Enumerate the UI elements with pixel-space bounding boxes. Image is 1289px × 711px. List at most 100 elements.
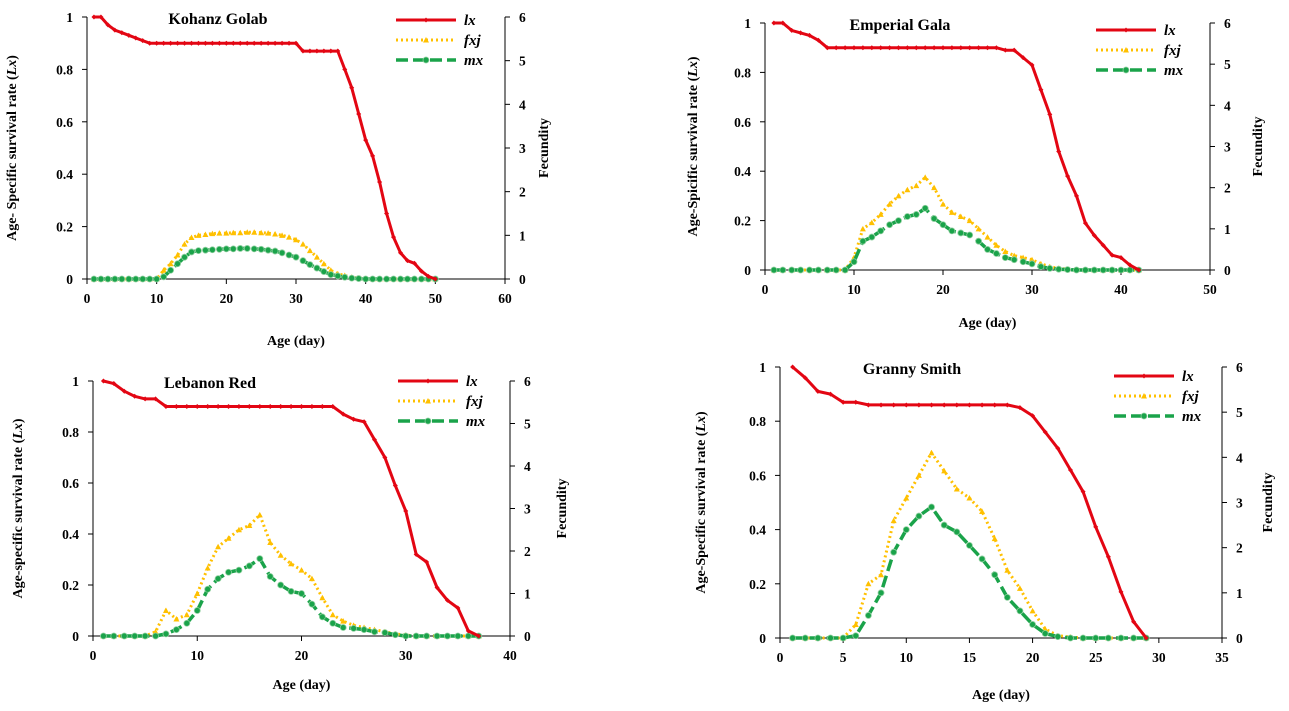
lx-point <box>335 48 341 54</box>
x-tick-label: 15 <box>963 650 977 665</box>
y2-tick-label: 4 <box>524 459 531 474</box>
lx-point <box>896 45 901 51</box>
chart-title: Emperial Gala <box>850 17 951 34</box>
x-tick-label: 50 <box>429 291 443 306</box>
mx-point <box>852 632 860 640</box>
mx-point <box>383 275 390 283</box>
lx-point <box>384 211 390 216</box>
fxj-point <box>1004 567 1011 573</box>
x-tick-label: 20 <box>295 648 309 663</box>
y2-tick-label: 2 <box>1224 181 1231 196</box>
legend: lx fxj mx <box>1114 369 1202 425</box>
lx-point <box>314 48 320 54</box>
mx-point <box>266 573 274 580</box>
mx-point <box>1028 260 1036 268</box>
mx-point <box>306 261 314 268</box>
mx-point <box>454 632 462 640</box>
y2-tick-label: 6 <box>519 10 526 25</box>
fxj-point <box>928 449 935 456</box>
lx-point <box>319 404 325 409</box>
mx-point <box>1079 634 1087 642</box>
fxj-point <box>183 611 190 618</box>
lx-point <box>267 404 273 409</box>
lx-point <box>265 40 271 46</box>
lx-point <box>173 404 179 409</box>
fxj-point <box>966 217 973 224</box>
legend-label-mx: mx <box>464 53 484 69</box>
legend-label-lx: lx <box>466 374 478 390</box>
lx-point <box>202 40 208 46</box>
mx-point <box>348 274 356 282</box>
fxj-point <box>852 621 859 627</box>
fxj-point <box>868 219 875 226</box>
series-mx <box>90 245 439 283</box>
x-tick-label: 10 <box>150 291 164 306</box>
mx-point <box>287 587 295 595</box>
x-tick-label: 30 <box>1025 282 1039 297</box>
series-line-fxj <box>103 512 479 638</box>
fxj-point <box>859 225 866 232</box>
fxj-point <box>225 535 232 541</box>
mx-point <box>1019 258 1027 266</box>
lx-point <box>251 40 257 46</box>
legend: lx fxj mx <box>396 13 484 69</box>
mx-point <box>1037 263 1045 271</box>
lx-point <box>230 40 236 46</box>
lx-point <box>916 402 922 408</box>
fxj-point <box>913 182 920 189</box>
x-tick-label: 0 <box>762 282 769 297</box>
fxj-point <box>194 590 201 596</box>
lx-point <box>392 483 398 489</box>
y-tick-label: 0 <box>744 263 751 278</box>
lx-point <box>246 404 252 409</box>
mx-point <box>978 555 986 563</box>
lx-point <box>163 404 169 409</box>
lx-point <box>278 404 284 409</box>
fxj-point <box>306 247 313 254</box>
y-tick-label: 1 <box>72 374 79 389</box>
series-lx <box>100 378 482 639</box>
lx-point <box>922 45 928 51</box>
lx-point <box>161 40 167 46</box>
y2-tick-label: 0 <box>1236 631 1243 646</box>
x-tick-label: 30 <box>289 291 303 306</box>
mx-point <box>222 245 230 253</box>
lx-point <box>1131 619 1137 625</box>
mx-point <box>464 632 472 640</box>
series-mx <box>100 555 483 640</box>
lx-point <box>1017 405 1023 411</box>
x-tick-label: 40 <box>503 648 517 663</box>
mx-point <box>371 628 378 636</box>
y-axis-title: Age-specific survival rate (Lx) <box>11 418 26 598</box>
y-tick-label: 0.2 <box>749 577 766 592</box>
mx-point <box>815 266 822 274</box>
lx-point <box>1047 111 1053 117</box>
mx-point <box>329 619 337 627</box>
fxj-point <box>886 201 893 207</box>
fxj-point <box>173 616 180 622</box>
mx-point <box>806 266 813 274</box>
lx-point <box>954 402 960 408</box>
lx-point <box>913 45 919 51</box>
lx-point <box>802 375 808 381</box>
x-axis-title: Age (day) <box>273 678 331 693</box>
mx-point <box>153 275 161 283</box>
mx-point <box>1117 266 1125 274</box>
mx-point <box>1122 66 1130 74</box>
mx-point <box>930 215 938 222</box>
legend-label-lx: lx <box>1164 23 1176 39</box>
mx-point <box>895 217 902 225</box>
mx-point <box>183 619 191 627</box>
x-tick-label: 0 <box>84 291 91 306</box>
fxj-point <box>941 467 948 474</box>
x-tick-label: 35 <box>1215 650 1229 665</box>
lx-point <box>904 45 910 51</box>
mx-point <box>215 245 223 253</box>
lx-point <box>833 45 839 51</box>
mx-point <box>423 632 431 640</box>
y2-axis-title: Fecundity <box>537 118 552 178</box>
y-tick-label: 0.8 <box>62 425 79 440</box>
lx-point <box>258 40 264 46</box>
fxj-point <box>423 37 429 43</box>
